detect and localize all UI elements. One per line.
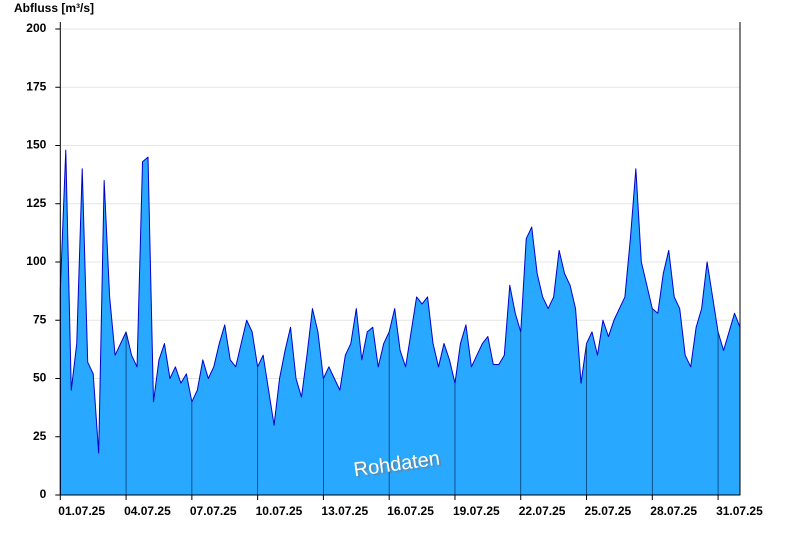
x-tick-label: 04.07.25 [124,504,171,518]
y-tick-label: 100 [26,254,46,268]
y-tick-label: 175 [26,79,46,93]
x-tick-label: 13.07.25 [321,504,368,518]
y-tick-label: 25 [33,429,47,443]
x-tick-label: 01.07.25 [58,504,105,518]
x-tick-label: 25.07.25 [585,504,632,518]
y-tick-label: 0 [40,487,47,501]
y-tick-label: 50 [33,371,47,385]
x-tick-label: 16.07.25 [387,504,434,518]
x-tick-label: 28.07.25 [650,504,697,518]
y-tick-label: 125 [26,196,46,210]
x-tick-label: 10.07.25 [256,504,303,518]
x-tick-label: 19.07.25 [453,504,500,518]
chart-title: Abfluss [m³/s] [14,1,94,15]
x-tick-label: 07.07.25 [190,504,237,518]
x-tick-label: 31.07.25 [716,504,763,518]
y-tick-label: 150 [26,138,46,152]
y-tick-label: 75 [33,312,47,326]
y-tick-label: 200 [26,21,46,35]
area [59,149,741,496]
x-tick-label: 22.07.25 [519,504,566,518]
